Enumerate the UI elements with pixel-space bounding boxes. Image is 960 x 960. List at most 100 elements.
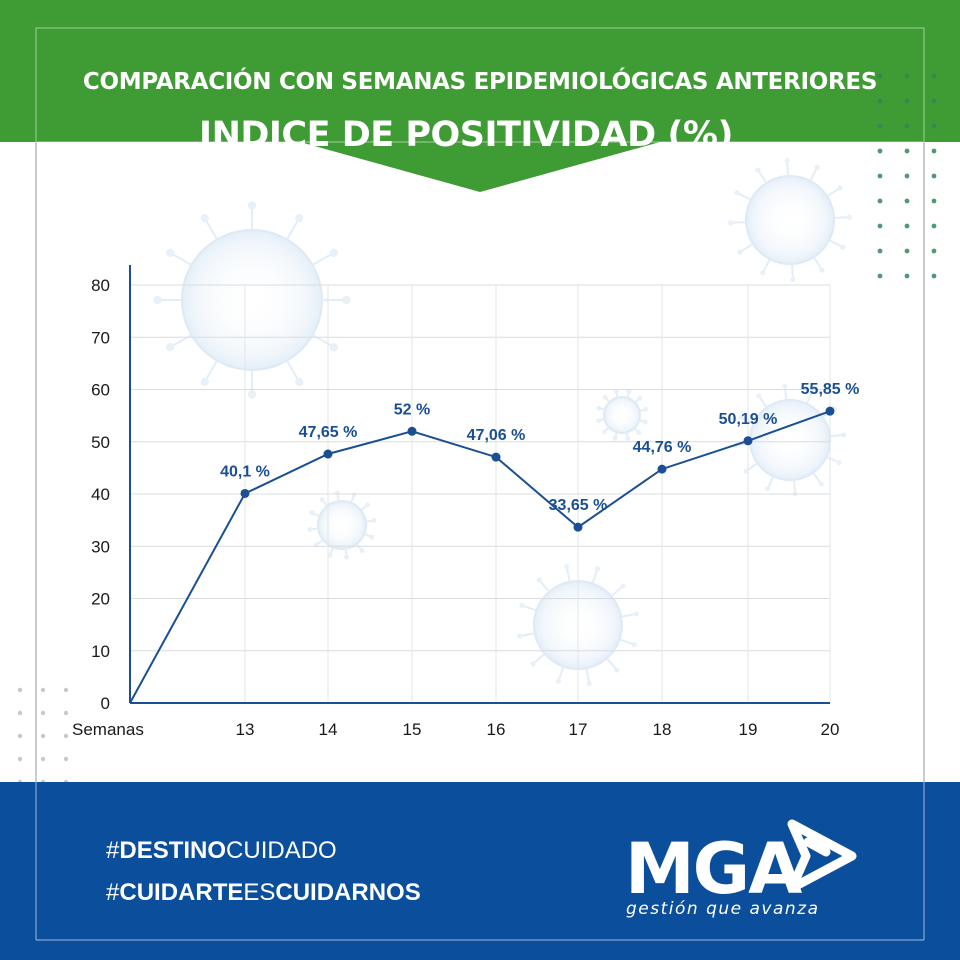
decor-dot — [17, 733, 23, 739]
data-label: 47,65 % — [299, 424, 358, 441]
y-tick-label: 10 — [91, 642, 110, 661]
data-label: 47,06 % — [467, 427, 526, 444]
hashtag-destino-cuidado: #DESTINOCUIDADO — [106, 837, 337, 864]
data-point — [240, 488, 250, 498]
data-point — [573, 522, 583, 532]
x-tick-label: 15 — [403, 720, 422, 739]
x-tick-label: 17 — [569, 720, 588, 739]
header-frame — [35, 27, 925, 143]
data-label: 33,65 % — [549, 497, 608, 514]
decor-dot — [17, 687, 23, 693]
decor-dot — [877, 198, 883, 204]
decor-dot — [40, 710, 46, 716]
x-tick-label: 13 — [236, 720, 255, 739]
virus-shape — [153, 201, 351, 399]
virus-shape — [595, 388, 649, 442]
decor-dot — [931, 173, 937, 179]
virus-shape — [307, 490, 377, 560]
data-point — [825, 406, 835, 416]
decor-dot — [931, 73, 937, 79]
logo-arrow-icon — [787, 819, 857, 893]
x-tick-label: 20 — [821, 720, 840, 739]
decor-dot — [877, 248, 883, 254]
x-axis-ticks: 13 14 15 16 17 18 19 20 — [236, 720, 840, 739]
decor-dot — [904, 273, 910, 279]
logo-slogan: gestión que avanza — [626, 899, 820, 919]
mga-logo: MGA gestión que avanza — [625, 819, 857, 919]
decor-dot — [904, 123, 910, 129]
x-tick-label: 18 — [653, 720, 672, 739]
y-axis-ticks: 0 10 20 30 40 50 60 70 80 — [91, 276, 110, 713]
data-label: 52 % — [394, 401, 430, 418]
chart-grid — [130, 284, 831, 703]
y-tick-label: 40 — [91, 485, 110, 504]
decor-dot — [904, 248, 910, 254]
data-point — [657, 464, 667, 474]
decor-dot — [877, 273, 883, 279]
decor-dot — [904, 173, 910, 179]
data-label: 40,1 % — [220, 463, 270, 480]
data-point — [323, 449, 333, 459]
decor-dot — [17, 756, 23, 762]
x-tick-label: 19 — [739, 720, 758, 739]
decor-dot — [877, 73, 883, 79]
decor-dot — [877, 123, 883, 129]
decor-dot — [931, 223, 937, 229]
decor-dot — [40, 733, 46, 739]
data-label: 44,76 % — [633, 439, 692, 456]
header-banner — [0, 0, 960, 192]
decor-dot — [904, 148, 910, 154]
y-tick-label: 30 — [91, 537, 110, 556]
data-point — [491, 452, 501, 462]
decor-dot — [931, 248, 937, 254]
y-tick-label: 60 — [91, 381, 110, 400]
decor-dot — [904, 73, 910, 79]
data-labels: 40,1 % 47,65 % 52 % 47,06 % 33,65 % 44,76 % 50… — [220, 381, 859, 514]
y-tick-label: 70 — [91, 328, 110, 347]
decor-dot — [63, 687, 69, 693]
decor-dot — [877, 223, 883, 229]
y-tick-label: 0 — [101, 694, 110, 713]
virus-shape — [728, 158, 852, 282]
header-title: INDICE DE POSITIVIDAD (%) — [199, 115, 733, 155]
data-points — [240, 406, 835, 532]
hashtag-cuidarte-es-cuidarnos: #CUIDARTEESCUIDARNOS — [106, 879, 421, 906]
y-tick-label: 80 — [91, 276, 110, 295]
decor-dot — [40, 687, 46, 693]
decor-dot — [63, 733, 69, 739]
y-tick-label: 50 — [91, 433, 110, 452]
dot-pattern-right — [877, 73, 937, 279]
chart-axes — [129, 265, 830, 704]
data-label: 55,85 % — [801, 381, 860, 398]
decor-dot — [40, 756, 46, 762]
data-point — [407, 426, 417, 436]
decor-dot — [931, 148, 937, 154]
line-chart: 0 10 20 30 40 50 60 70 80 13 14 15 16 17 18 19 20 40,1 … — [72, 265, 859, 739]
decor-dot — [877, 173, 883, 179]
y-tick-label: 20 — [91, 590, 110, 609]
logo-text: MGA — [625, 828, 802, 910]
decor-dot — [931, 273, 937, 279]
decor-dot — [63, 756, 69, 762]
decor-dot — [877, 148, 883, 154]
decor-dot — [904, 198, 910, 204]
decor-dot — [904, 98, 910, 104]
decor-dot — [63, 710, 69, 716]
decor-dot — [931, 198, 937, 204]
x-tick-label: 14 — [319, 720, 338, 739]
x-tick-label: 16 — [487, 720, 506, 739]
data-point — [743, 436, 753, 446]
decor-dot — [877, 98, 883, 104]
decor-dot — [904, 223, 910, 229]
virus-shape — [733, 383, 847, 497]
decor-dot — [931, 123, 937, 129]
data-label: 50,19 % — [719, 411, 778, 428]
header-subtitle: COMPARACIÓN CON SEMANAS EPIDEMIOLÓGICAS … — [83, 67, 877, 95]
x-axis-label: Semanas — [72, 720, 144, 739]
decor-dot — [17, 710, 23, 716]
decor-dot — [931, 98, 937, 104]
virus-decorations — [153, 158, 852, 686]
series-line — [129, 410, 831, 704]
